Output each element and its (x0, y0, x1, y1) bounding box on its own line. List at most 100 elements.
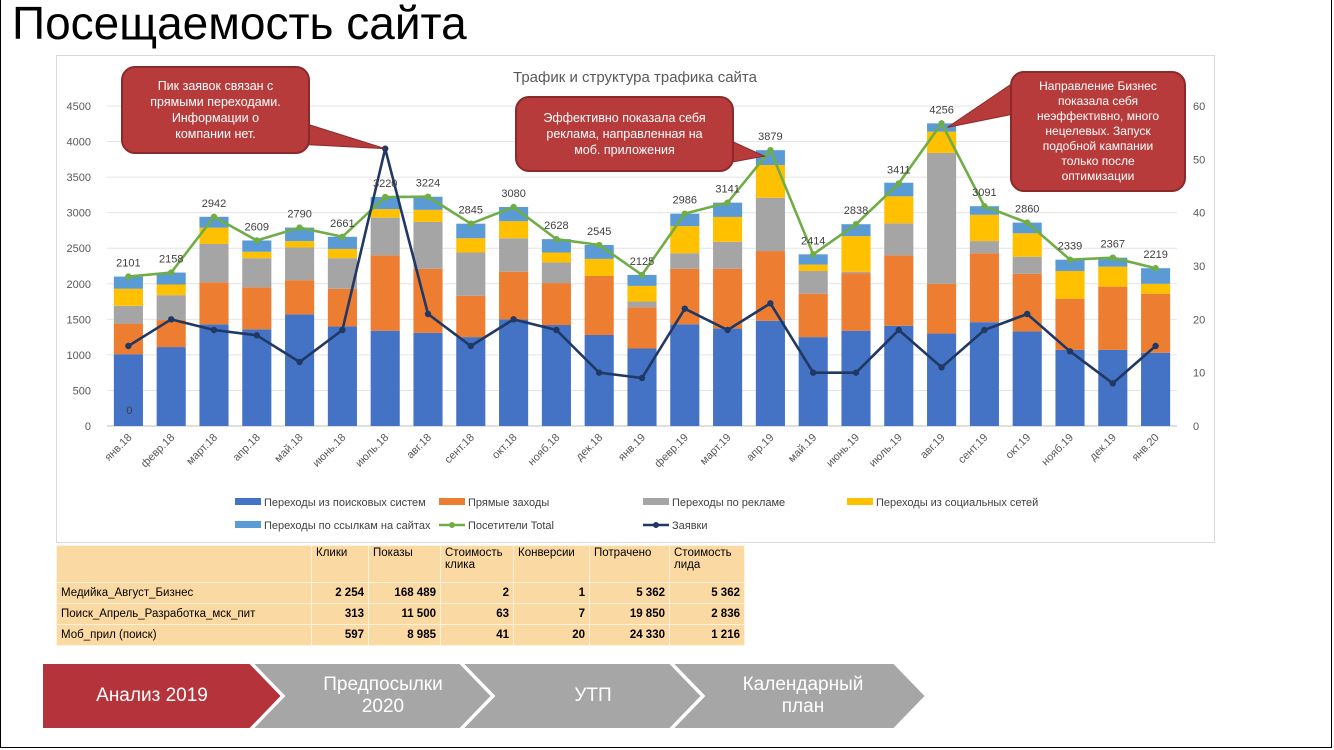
bar-segment (713, 328, 743, 426)
legend-label: Переходы по ссылкам на сайтах (264, 520, 431, 532)
legend-label: Заявки (672, 520, 708, 532)
nav-step-analysis-2019[interactable]: Анализ 2019 (96, 685, 208, 706)
nav-step-shape[interactable] (670, 663, 928, 729)
data-label: 2101 (116, 258, 140, 270)
y2-tick-label: 0 (1193, 421, 1199, 433)
y2-tick-label: 60 (1193, 101, 1205, 113)
bar-segment (456, 238, 486, 253)
bar-segment (285, 241, 315, 248)
legend-swatch (847, 498, 873, 505)
bar-segment (841, 330, 871, 426)
y2-tick-label: 40 (1193, 208, 1205, 220)
line-point (253, 237, 260, 244)
table-header: Конверсии (513, 545, 590, 583)
table-cell: 1 216 (669, 624, 745, 646)
nav-step-shape[interactable] (250, 663, 494, 729)
line-point (1152, 342, 1159, 350)
bar-segment (327, 236, 357, 249)
legend-label: Прямые заходы (468, 497, 549, 509)
line-point (125, 273, 132, 280)
y-tick-label: 0 (85, 421, 91, 433)
legend-swatch-marker (653, 522, 659, 528)
bar-segment (456, 252, 486, 296)
table-cell: Моб_прил (поиск) (56, 624, 312, 646)
nav-step-usp[interactable]: УТП (574, 685, 612, 706)
nav-step-calendar-plan[interactable]: Календарный план (742, 674, 864, 717)
x-tick-label: янв.19 (616, 432, 648, 464)
x-tick-label: дек.18 (574, 432, 606, 464)
bar-segment (627, 285, 657, 302)
bar-segment (884, 255, 914, 326)
bar-segment (541, 325, 571, 426)
table-cell: 1 (513, 582, 590, 604)
bar-segment (242, 329, 272, 426)
bar-segment (285, 314, 315, 426)
bar-segment (1055, 349, 1085, 426)
callout-peak-leads: Пик заявок связан с прямыми переходами. … (121, 66, 310, 154)
bar-segment (413, 332, 443, 426)
table-header: Показы (368, 545, 441, 583)
x-tick-label: июнь.19 (824, 432, 862, 470)
bar-segment (541, 283, 571, 326)
bar-segment (969, 241, 999, 254)
bar-segment (884, 196, 914, 224)
table-header: Клики (311, 545, 369, 583)
y-tick-label: 1000 (67, 350, 91, 362)
table-cell: 8 985 (368, 624, 441, 646)
table-cell: 5 362 (669, 582, 745, 604)
callout-pointer (947, 82, 1020, 128)
x-tick-label: июль.19 (867, 432, 905, 470)
bar-segment (370, 217, 400, 256)
bar-segment (199, 227, 229, 244)
x-tick-label: сент.19 (956, 432, 991, 467)
table-cell: 7 (513, 603, 590, 625)
bar-segment (1012, 222, 1042, 234)
bar-segment (755, 165, 785, 198)
y2-tick-label: 50 (1193, 154, 1205, 166)
bar-segment (841, 273, 871, 331)
line-point (168, 316, 175, 323)
x-tick-label: окт.18 (490, 432, 520, 462)
x-tick-label: март.19 (698, 432, 734, 468)
bar-segment (327, 288, 357, 327)
line-point (339, 233, 346, 240)
table-cell: 168 489 (368, 582, 441, 604)
legend-swatch (235, 521, 261, 528)
bar-segment (884, 182, 914, 197)
bar-segment (798, 337, 828, 426)
y-tick-label: 500 (73, 385, 91, 397)
bar-segment (327, 326, 357, 426)
bar-segment (1098, 257, 1128, 267)
line-point (1024, 219, 1031, 226)
bar-segment (755, 150, 785, 166)
table-header: Потрачено (589, 545, 670, 583)
line-point (1152, 265, 1159, 272)
bar-segment (969, 253, 999, 323)
nav-step-shape[interactable] (460, 663, 704, 729)
table-cell: 24 330 (589, 624, 670, 646)
line-point (596, 369, 603, 376)
line-point (125, 342, 132, 350)
bar-segment (713, 202, 743, 217)
bar-segment (670, 268, 700, 325)
nav-step-premises-2020[interactable]: Предпосылки 2020 (323, 674, 443, 717)
slide-title: Посещаемость сайта (12, 0, 467, 49)
table-cell: Медийка_Август_Бизнес (56, 582, 312, 604)
nav-step-shape[interactable] (42, 663, 284, 729)
line-point (1109, 254, 1117, 261)
bar-segment (327, 248, 357, 259)
bar-segment (156, 320, 186, 348)
bar-segment (1098, 266, 1128, 287)
legend-swatch-marker (449, 522, 455, 528)
bar-segment (1055, 270, 1085, 299)
line-point (296, 224, 303, 231)
line-point (424, 193, 432, 200)
line-point (681, 305, 688, 312)
legend-label: Переходы из социальных сетей (876, 497, 1038, 509)
table-cell: 41 (440, 624, 514, 646)
bar-segment (413, 221, 443, 269)
legend-label: Посетители Total (468, 520, 554, 532)
data-label: 2986 (673, 195, 697, 207)
y2-tick-label: 30 (1193, 261, 1205, 273)
data-label: 2545 (587, 226, 611, 238)
